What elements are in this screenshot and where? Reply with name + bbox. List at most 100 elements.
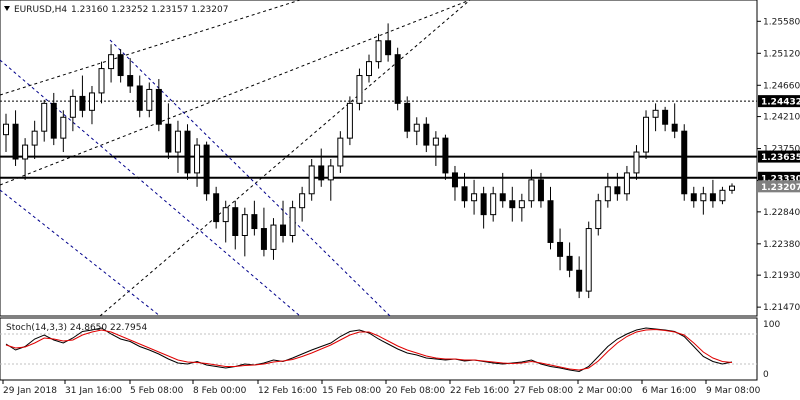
candle xyxy=(127,58,134,93)
time-tick-label: 9 Mar 08:00 xyxy=(706,386,761,396)
candle-body-bear xyxy=(280,224,287,236)
candle-body-bull xyxy=(146,88,153,111)
candle-body-bear xyxy=(681,130,688,195)
candle-body-bull xyxy=(719,189,726,202)
candle-body-bear xyxy=(423,123,430,146)
candle-body-bear xyxy=(79,95,86,111)
candle xyxy=(327,159,334,201)
time-tick-label: 12 Feb 16:00 xyxy=(258,386,317,396)
candle-body-bull xyxy=(518,200,525,209)
candle-body-bull xyxy=(22,144,29,160)
price-tick-label: 1.25120 xyxy=(763,49,800,59)
candle xyxy=(318,148,325,187)
candle-body-bull xyxy=(327,165,334,181)
stoch-tick-label: 100 xyxy=(763,320,780,330)
candle xyxy=(12,110,19,166)
trend-line-up-2 xyxy=(0,0,471,186)
candle-body-bull xyxy=(98,68,105,94)
trend-line-down-2 xyxy=(0,189,161,317)
chart-title: EURUSD,H4 xyxy=(14,5,67,15)
candle-body-bull xyxy=(60,116,67,139)
level-label-text: 1.23330 xyxy=(761,174,800,184)
candle-body-bull xyxy=(652,109,659,118)
candle-body-bull xyxy=(194,144,201,174)
candle xyxy=(3,113,9,153)
candle-body-bull xyxy=(623,172,630,195)
stoch-axis: 100 0 xyxy=(763,320,780,380)
candle-body-bull xyxy=(633,151,640,174)
candle xyxy=(490,186,497,222)
candle xyxy=(31,120,38,159)
candle xyxy=(213,186,220,229)
stoch-title: Stoch(14,3,3) 24.8650 22.7954 xyxy=(6,323,147,333)
candle-body-bull xyxy=(604,186,611,202)
candle xyxy=(709,179,716,208)
candle-body-bear xyxy=(127,75,134,87)
candle xyxy=(98,61,105,104)
candle xyxy=(251,200,258,236)
candlestick-series xyxy=(3,23,735,299)
candle-body-bear xyxy=(662,109,669,125)
candle xyxy=(299,186,306,222)
level-label-text: 1.24432 xyxy=(761,98,800,108)
candle-body-bear xyxy=(480,193,487,216)
candle xyxy=(681,124,688,201)
candle-body-bull xyxy=(595,200,602,230)
level-label-text: 1.23207 xyxy=(761,183,800,193)
candle xyxy=(194,138,201,187)
candle xyxy=(270,218,277,260)
candle xyxy=(719,186,726,205)
candle-body-bear xyxy=(404,102,411,132)
price-tick-label: 1.21470 xyxy=(763,303,800,313)
dropdown-triangle-icon xyxy=(4,6,10,11)
stoch-signal-line xyxy=(5,328,733,371)
candle xyxy=(623,165,630,201)
candle-body-bull xyxy=(270,224,277,250)
candle-body-bear xyxy=(50,102,57,139)
candle-body-bull xyxy=(108,54,115,70)
candle xyxy=(385,23,392,62)
candle xyxy=(729,183,735,194)
candle xyxy=(375,33,382,69)
price-tick-label: 1.22380 xyxy=(763,240,800,250)
candle xyxy=(337,131,344,173)
horizontal-levels xyxy=(0,100,757,179)
candle xyxy=(671,103,678,139)
level-label-text: 1.23635 xyxy=(761,153,800,163)
candle-body-bull xyxy=(337,137,344,167)
candle xyxy=(136,75,143,118)
candle-body-bear xyxy=(671,123,678,132)
candle-body-bull xyxy=(346,102,353,139)
candle-body-bull xyxy=(356,75,363,104)
time-tick-label: 2 Mar 00:00 xyxy=(578,386,633,396)
candle xyxy=(700,186,707,215)
candle-body-bull xyxy=(643,116,650,153)
trend-line-up-1 xyxy=(0,0,301,96)
candle-body-bull xyxy=(528,179,535,202)
candle-body-bear xyxy=(136,85,143,111)
candle xyxy=(117,49,124,83)
time-tick-label: 27 Feb 08:00 xyxy=(514,386,573,396)
candle-body-bear xyxy=(576,269,583,292)
time-tick-label: 6 Mar 16:00 xyxy=(642,386,697,396)
candle xyxy=(69,89,76,132)
candle xyxy=(184,124,191,180)
candle xyxy=(633,145,640,180)
candle-body-bear xyxy=(499,193,506,202)
candle xyxy=(480,186,487,229)
candle-body-bear xyxy=(451,172,458,188)
candle-body-bull xyxy=(241,214,248,237)
candle-body-bull xyxy=(299,193,306,209)
candle-body-bear xyxy=(232,207,239,237)
candle-body-bear xyxy=(566,255,573,271)
level-label-box xyxy=(758,95,800,108)
candle-body-bear xyxy=(165,123,172,153)
candle xyxy=(88,85,95,125)
candle xyxy=(404,96,411,139)
level-label-box xyxy=(758,180,800,193)
price-tick-label: 1.23750 xyxy=(763,145,800,155)
candle xyxy=(471,179,478,215)
candle xyxy=(528,169,535,208)
time-tick-label: 29 Jan 2018 xyxy=(3,386,57,396)
